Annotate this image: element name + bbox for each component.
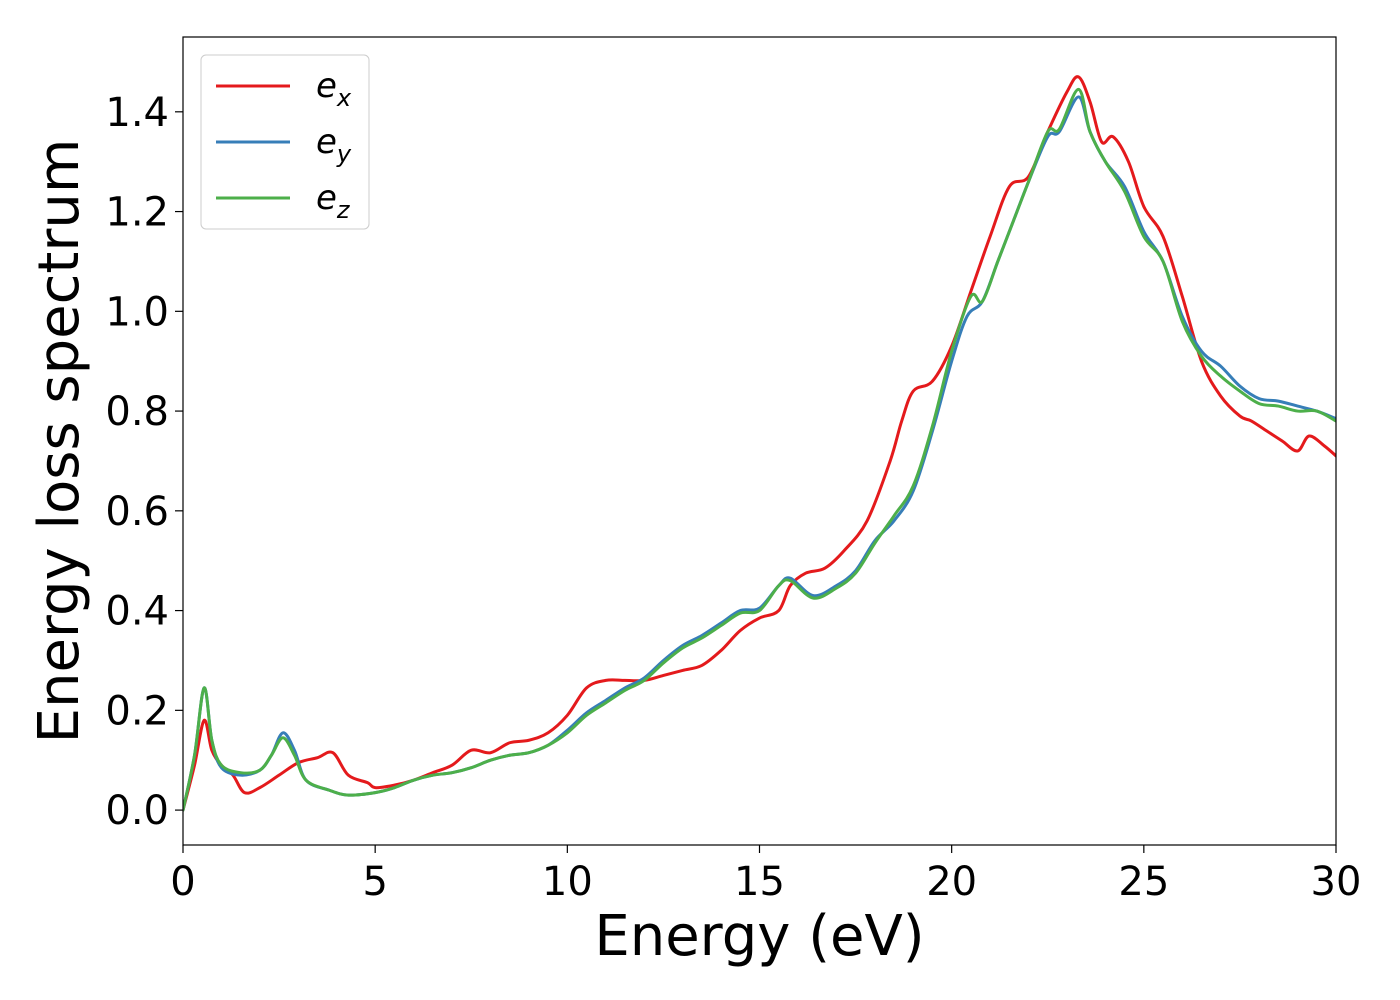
legend-label-ez: ez bbox=[316, 178, 351, 224]
x-tick-label: 20 bbox=[926, 859, 977, 905]
series-line-ex bbox=[183, 75, 1336, 812]
y-axis-title: Energy loss spectrum bbox=[27, 139, 92, 744]
y-tick-label: 0.6 bbox=[105, 489, 169, 535]
y-tick-label: 0.2 bbox=[105, 688, 169, 734]
y-tick-label: 1.4 bbox=[105, 90, 169, 136]
legend-label-ey: ey bbox=[316, 122, 352, 168]
y-tick-label: 0.4 bbox=[105, 589, 169, 635]
x-axis-title: Energy (eV) bbox=[594, 904, 924, 969]
x-tick-label: 10 bbox=[542, 859, 593, 905]
series-line-ez bbox=[183, 87, 1336, 812]
x-tick-label: 5 bbox=[362, 859, 387, 905]
series-layer bbox=[183, 75, 1336, 812]
x-tick-label: 15 bbox=[734, 859, 785, 905]
x-tick-label: 30 bbox=[1311, 859, 1362, 905]
y-axis-ticks: 0.0 0.2 0.4 0.6 0.8 1.0 1.2 1.4 bbox=[105, 90, 183, 834]
x-axis-ticks: 0 5 10 15 20 25 30 bbox=[170, 845, 1361, 905]
legend: ex ey ez bbox=[200, 54, 370, 230]
x-tick-label: 0 bbox=[170, 859, 195, 905]
y-tick-label: 0.8 bbox=[105, 389, 169, 435]
y-tick-label: 0.0 bbox=[105, 788, 169, 834]
x-tick-label: 25 bbox=[1118, 859, 1169, 905]
y-tick-label: 1.2 bbox=[105, 190, 169, 236]
legend-label-ex: ex bbox=[316, 66, 352, 112]
y-tick-label: 1.0 bbox=[105, 289, 169, 335]
